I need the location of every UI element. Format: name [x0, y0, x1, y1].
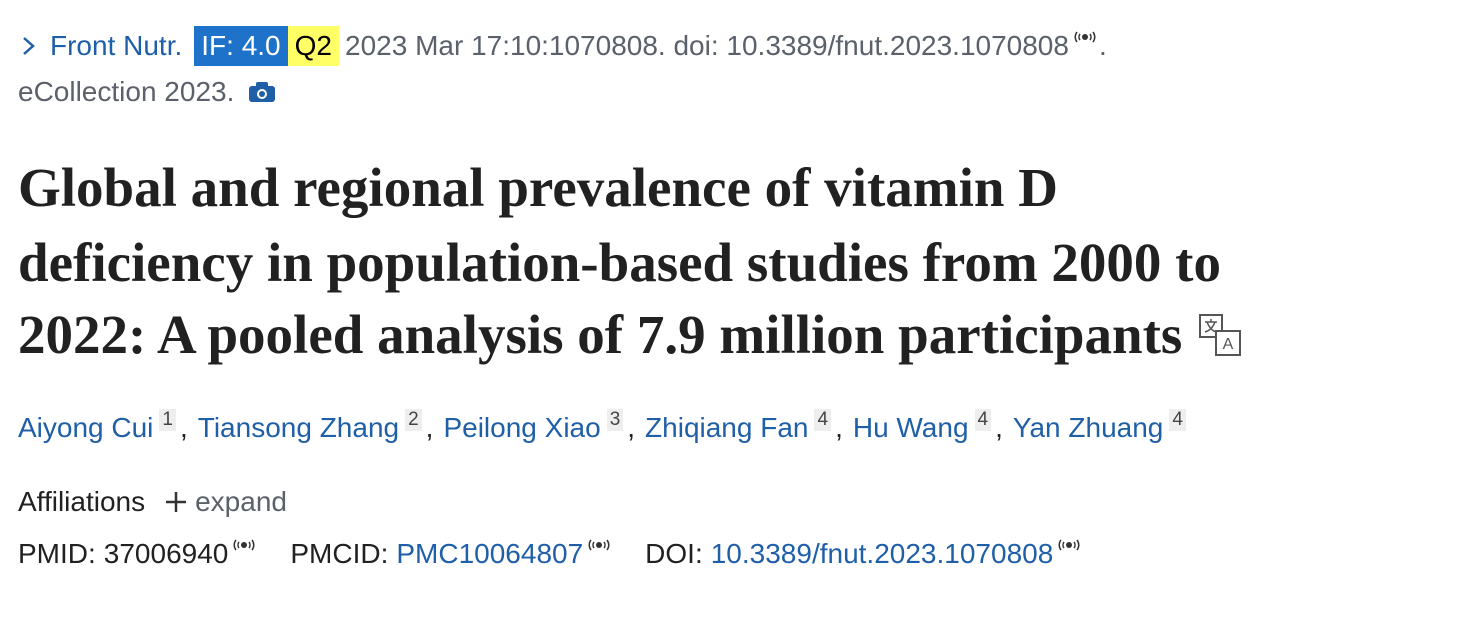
copy-icon[interactable] [230, 538, 258, 552]
author-link[interactable]: Yan Zhuang [1012, 412, 1164, 443]
journal-link[interactable]: Front Nutr. [50, 30, 183, 61]
title-line: Global and regional prevalence of vitami… [18, 157, 1058, 218]
affiliation-number[interactable]: 2 [405, 409, 422, 431]
translate-icon[interactable]: A [1198, 313, 1242, 357]
affiliation-number[interactable]: 3 [606, 409, 624, 431]
title-line: deficiency in population-based studies f… [18, 232, 1221, 293]
affiliation-number[interactable]: 1 [159, 409, 176, 431]
title-line: 2022: A pooled analysis of 7.9 million p… [18, 304, 1183, 365]
affiliation-number[interactable]: 4 [814, 409, 832, 431]
authors: Aiyong Cui 1, Tiansong Zhang 2, Peilong Xiao… [18, 409, 1186, 444]
author-separator: , [179, 412, 188, 443]
pmcid-link[interactable]: PMC10064807 [396, 538, 584, 569]
pmcid-label: PMCID: [290, 538, 389, 569]
affiliation-number[interactable]: 4 [1169, 409, 1186, 431]
author-link[interactable]: Peilong Xiao [443, 412, 601, 443]
author-link[interactable]: Tiansong Zhang [197, 412, 400, 443]
impact-factor: IF: 4.0 [194, 26, 288, 66]
author-separator: , [425, 412, 434, 443]
svg-text:A: A [1223, 336, 1234, 353]
expand-button[interactable]: expand [195, 486, 287, 517]
quartile: Q2 [287, 26, 339, 66]
author-link[interactable]: Zhiqiang Fan [645, 412, 809, 443]
affiliation-number[interactable]: 4 [974, 409, 992, 431]
affiliations-label: Affiliations [18, 486, 146, 517]
ecollection-line: eCollection 2023. [18, 76, 276, 108]
doi-label: DOI: [645, 538, 703, 569]
plus-icon[interactable] [165, 491, 187, 513]
title-line-wrap: 2022: A pooled analysis of 7.9 million p… [18, 303, 1242, 366]
copy-icon[interactable] [1071, 30, 1099, 44]
author-link[interactable]: Hu Wang [852, 412, 969, 443]
doi-link[interactable]: 10.3389/fnut.2023.1070808 [710, 538, 1054, 569]
author-separator: , [627, 412, 636, 443]
identifiers: PMID: 37006940 PMCID: PMC10064807 DOI: 1… [18, 538, 1083, 570]
ecollection: eCollection 2023. [18, 76, 235, 107]
copy-icon[interactable] [1055, 538, 1083, 552]
citation-text: 2023 Mar 17:10:1070808. doi: 10.3389/fnu… [345, 30, 1069, 61]
citation-end: . [1098, 30, 1107, 61]
pmid-label: PMID: [18, 538, 96, 569]
camera-icon[interactable] [248, 81, 276, 103]
citation-line: Front Nutr. IF: 4.0 Q2 2023 Mar 17:10:10… [18, 26, 1107, 66]
author-link[interactable]: Aiyong Cui [18, 412, 154, 443]
chevron-icon[interactable] [18, 35, 40, 57]
author-separator: , [835, 412, 843, 443]
author-separator: , [995, 412, 1003, 443]
affiliations-line: Affiliations expand [18, 486, 287, 518]
copy-icon[interactable] [585, 538, 613, 552]
pmid: 37006940 [103, 538, 229, 569]
